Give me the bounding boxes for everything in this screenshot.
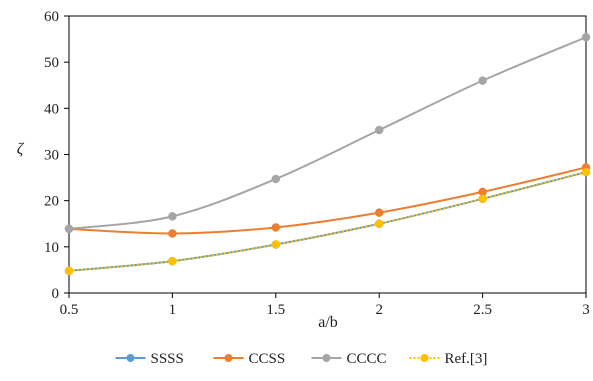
x-tick-label: 2.5: [473, 302, 492, 318]
data-point: [168, 256, 177, 266]
x-tick-label: 1.5: [266, 302, 285, 318]
legend: SSSS CCSS CCCC Ref.[3]: [115, 351, 488, 367]
y-tick-label: 30: [44, 148, 59, 164]
series-ccss: [64, 163, 591, 238]
data-point: [478, 194, 487, 204]
data-point: [271, 240, 281, 249]
legend-item: Ref.[3]: [409, 351, 488, 367]
data-point: [581, 167, 591, 177]
series-line: [68, 171, 587, 272]
legend-item: CCCC: [311, 351, 387, 367]
legend-swatch-marker: [322, 354, 331, 362]
data-point: [581, 32, 591, 42]
legend-label: Ref.[3]: [445, 351, 488, 367]
y-tick-label: 60: [44, 9, 59, 25]
legend-item: SSSS: [115, 351, 184, 367]
y-tick-label: 20: [44, 194, 59, 210]
data-point: [374, 125, 384, 135]
legend-label: CCSS: [249, 351, 286, 367]
legend-item: CCSS: [213, 351, 286, 367]
x-axis-title: a/b: [318, 314, 338, 331]
data-point: [168, 212, 177, 221]
y-tick-label: 0: [52, 286, 60, 302]
y-tick-label: 50: [44, 55, 59, 71]
data-point: [271, 223, 281, 232]
series-line: [68, 36, 587, 230]
data-point: [374, 208, 384, 217]
x-tick-label: 2: [375, 302, 383, 318]
legend-label: CCCC: [347, 351, 387, 367]
data-point: [374, 219, 384, 228]
y-tick-label: 10: [44, 240, 59, 256]
series-cccc: [64, 32, 591, 234]
series-ref-3: [64, 167, 591, 276]
legend-swatch-marker: [224, 354, 233, 362]
legend-swatch-marker: [126, 354, 135, 362]
series-line: [68, 166, 587, 235]
data-point: [478, 76, 487, 85]
y-tick-label: 40: [44, 101, 59, 117]
data-point: [64, 224, 74, 234]
data-point: [168, 229, 177, 238]
data-point: [64, 266, 74, 276]
x-tick-label: 0.5: [60, 302, 79, 318]
legend-swatch-marker: [420, 354, 429, 362]
x-tick-label: 1: [169, 302, 177, 318]
legend-label: SSSS: [151, 351, 184, 367]
data-point: [271, 174, 281, 184]
y-axis-title: ζ: [17, 141, 25, 158]
x-tick-label: 3: [582, 302, 590, 318]
